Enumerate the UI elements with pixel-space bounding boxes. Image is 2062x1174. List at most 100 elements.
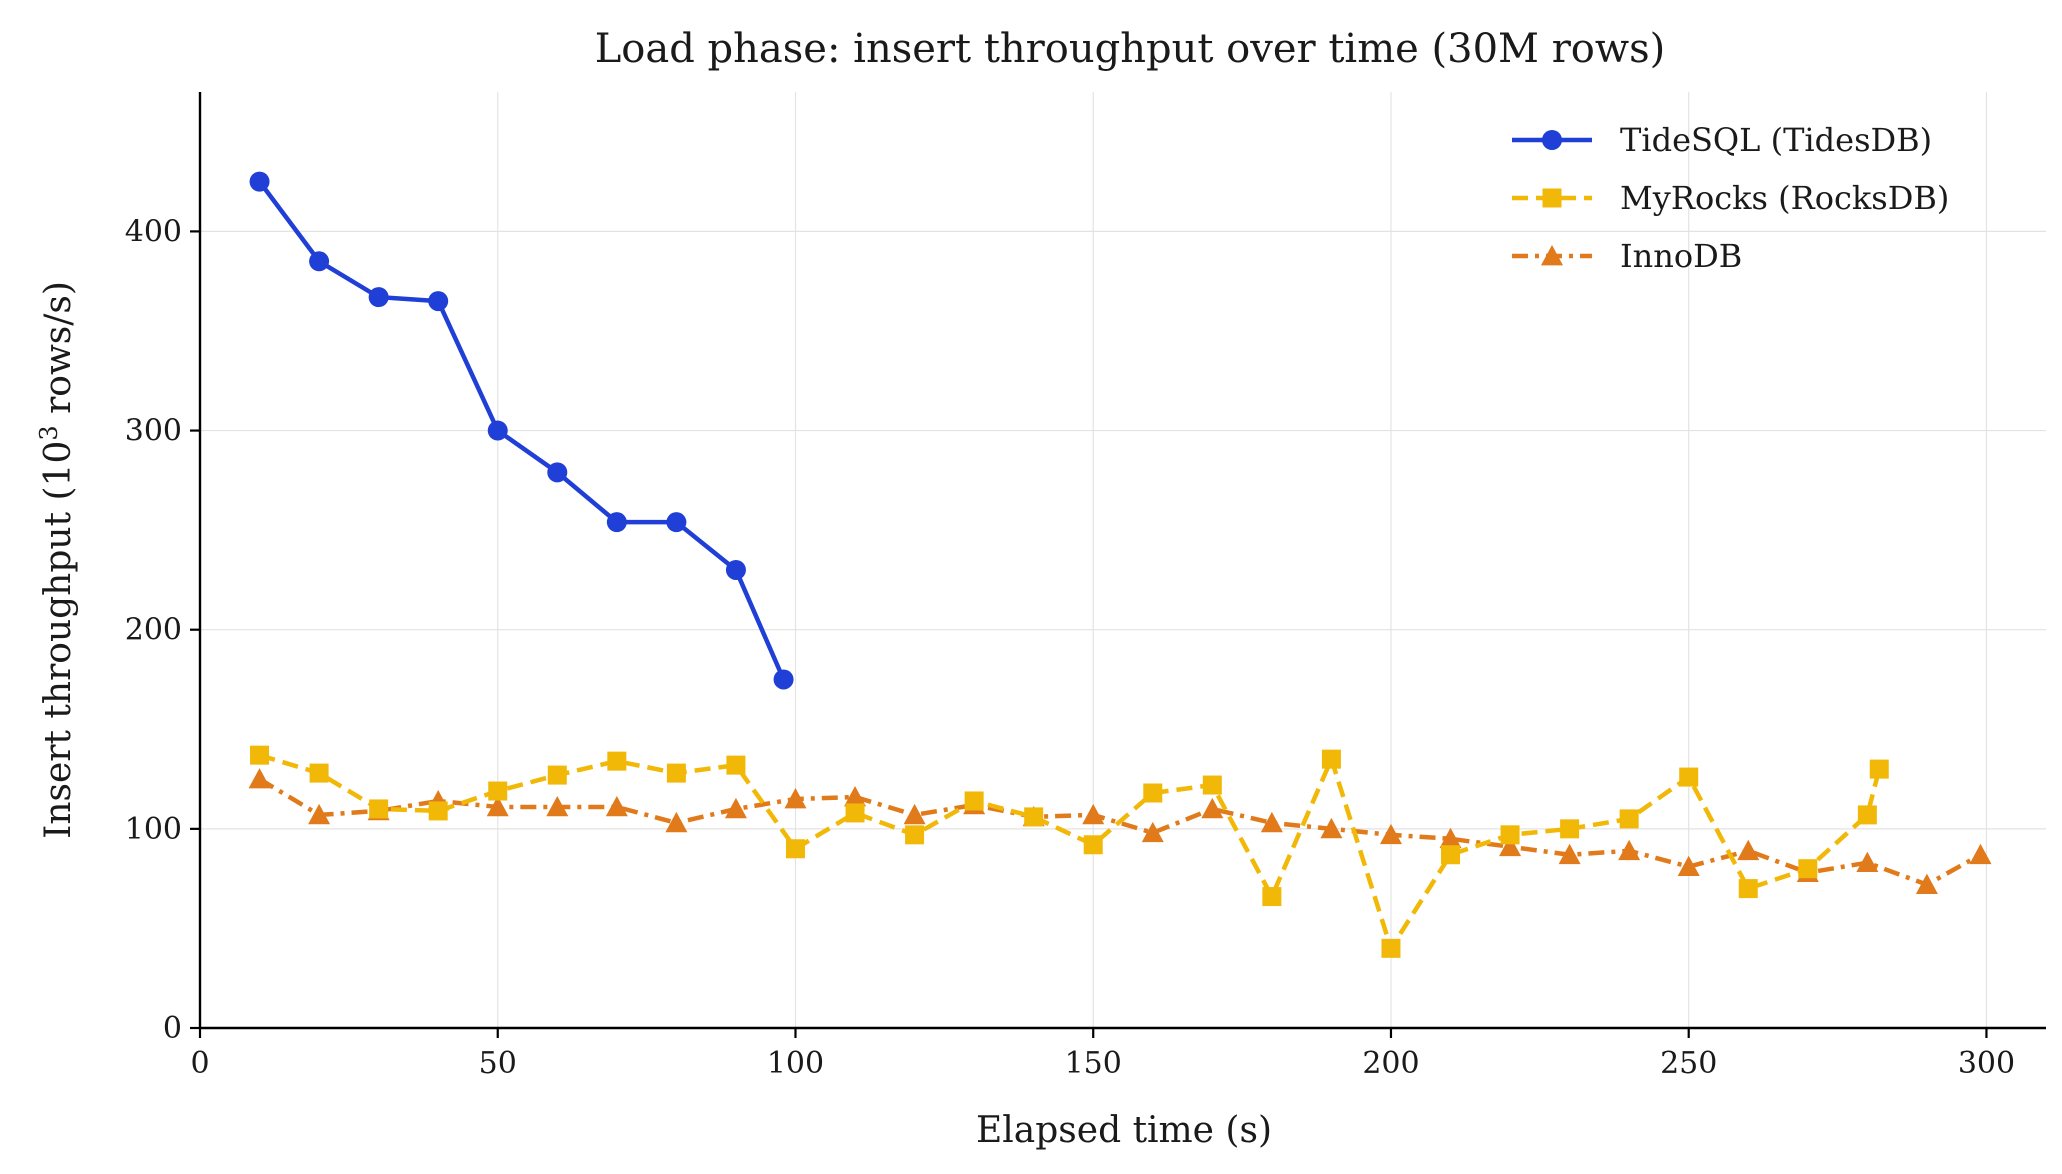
data-point [666,763,686,783]
data-point [368,287,389,308]
legend-marker [1542,130,1562,150]
data-point [1915,873,1938,894]
data-point [785,839,805,859]
data-point [725,559,746,580]
y-tick-label: 400 [125,214,182,249]
chart-title: Load phase: insert throughput over time … [595,26,1666,72]
data-point [784,787,807,809]
data-point [1441,845,1461,865]
series-layer [248,171,1992,958]
data-point [1500,825,1520,845]
data-point [249,171,270,192]
data-point [726,755,746,775]
x-tick-label: 150 [1065,1046,1122,1081]
data-point [1082,803,1105,825]
data-point [1143,783,1163,803]
x-tick-label: 50 [479,1046,517,1081]
data-point [1560,819,1580,839]
x-tick-label: 0 [190,1046,209,1081]
legend-item: InnoDB [1512,237,1742,275]
series-line [258,753,1882,951]
data-point [1024,807,1044,827]
series-tidesql-tidesdb [249,171,794,690]
data-point [903,803,926,825]
data-point [1499,835,1522,857]
x-axis-label: Elapsed time (s) [976,1110,1272,1151]
data-point [487,420,508,441]
gridlines [200,92,2046,1028]
tick-layer: 0 50 100 150 200 250 300 0 100 200 300 400 [125,214,2015,1081]
legend-item: MyRocks (RocksDB) [1512,179,1949,217]
legend-marker [1542,188,1562,208]
legend-item: TideSQL (TidesDB) [1512,121,1932,159]
data-point [1738,879,1758,899]
y-tick-label: 200 [125,613,182,648]
data-point [1558,843,1581,865]
data-point [1857,805,1877,825]
data-point [1320,817,1343,839]
data-point [1260,811,1283,833]
legend-label: MyRocks (RocksDB) [1620,179,1949,217]
y-axis-label-prefix: Insert throughput (10 [38,441,79,839]
y-axis-label: Insert throughput (103 rows/s) [35,281,79,839]
data-point [605,795,628,817]
data-point [1677,855,1700,877]
x-tick-label: 100 [767,1046,824,1081]
data-point [428,801,448,821]
data-point [773,669,794,690]
data-point [1201,797,1224,819]
x-tick-label: 300 [1958,1046,2015,1081]
y-tick-label: 100 [125,812,182,847]
data-point [1679,767,1699,787]
data-point [1083,835,1103,855]
data-point [250,745,270,765]
legend-marker [1541,245,1563,266]
data-point [1856,851,1879,873]
data-point [1798,859,1818,879]
data-point [1141,821,1164,843]
data-point [488,781,508,801]
data-point [309,251,330,272]
data-point [606,512,627,533]
x-tick-label: 250 [1660,1046,1717,1081]
series-myrocks-rocksdb [250,745,1889,958]
y-tick-label: 0 [163,1011,182,1046]
y-axis-label-superscript: 3 [35,425,63,440]
data-point [369,799,389,819]
data-point [546,795,569,817]
data-point [1321,749,1341,769]
x-tick-label: 200 [1362,1046,1419,1081]
data-point [607,751,627,771]
data-point [905,825,925,845]
series-line [257,180,786,681]
legend-label: InnoDB [1620,237,1742,275]
data-point [1619,809,1639,829]
data-point [1737,839,1760,861]
data-point [1618,839,1641,861]
series-line [258,777,1982,887]
data-point [724,797,747,819]
data-point [1969,843,1992,865]
data-point [964,791,984,811]
data-point [547,462,568,483]
data-point [1381,938,1401,958]
legend-label: TideSQL (TidesDB) [1620,121,1932,159]
data-point [486,795,509,817]
y-axis-label-suffix: rows/s) [38,281,79,425]
data-point [1869,759,1889,779]
data-point [844,785,867,807]
legend: TideSQL (TidesDB) MyRocks (RocksDB) InnoDB [1512,121,1949,275]
data-point [428,291,449,312]
data-point [845,803,865,823]
data-point [1202,775,1222,795]
data-point [308,803,331,825]
data-point [248,768,271,789]
data-point [309,763,329,783]
data-point [1379,823,1402,845]
y-tick-label: 300 [125,414,182,449]
data-point [547,765,567,785]
data-point [1262,887,1282,907]
data-point [1439,827,1462,849]
data-point [666,512,687,533]
